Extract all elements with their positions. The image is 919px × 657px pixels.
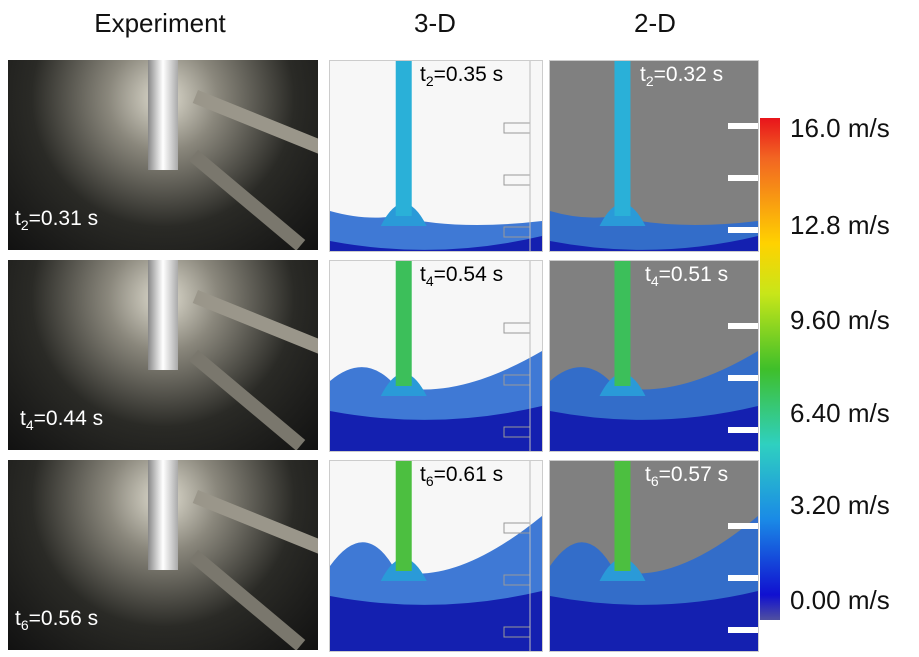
colorbar-label: 12.8 m/s: [790, 210, 890, 241]
rail: [193, 290, 318, 355]
colorbar-label: 16.0 m/s: [790, 113, 890, 144]
colorbar-label: 9.60 m/s: [790, 305, 890, 336]
time-label: t4=0.44 s: [20, 407, 103, 433]
time-subscript: 4: [651, 273, 659, 289]
rail: [189, 150, 305, 250]
colorbar-label: 6.40 m/s: [790, 398, 890, 429]
rail: [189, 550, 305, 650]
light-strip: [148, 260, 178, 370]
time-subscript: 4: [426, 273, 434, 289]
time-value: =0.44 s: [34, 407, 103, 430]
time-subscript: 6: [426, 473, 434, 489]
simulation-view: [330, 461, 542, 651]
rail: [193, 490, 318, 555]
simulation-view: [330, 261, 542, 451]
time-value: =0.35 s: [434, 63, 503, 86]
simulation-view: [550, 261, 758, 451]
rail: [193, 90, 318, 155]
column-header: Experiment: [40, 8, 280, 39]
simulation-view: [550, 61, 758, 251]
rail: [189, 350, 305, 450]
colorbar-label: 0.00 m/s: [790, 585, 890, 616]
time-label: t6=0.57 s: [645, 463, 728, 489]
time-label: t2=0.32 s: [640, 63, 723, 89]
colorbar: [760, 118, 780, 620]
time-value: =0.51 s: [659, 263, 728, 286]
column-header: 2-D: [555, 8, 755, 39]
time-value: =0.61 s: [434, 463, 503, 486]
time-label: t6=0.56 s: [15, 607, 98, 633]
time-label: t2=0.31 s: [15, 207, 98, 233]
time-value: =0.56 s: [29, 607, 98, 630]
time-subscript: 2: [646, 73, 654, 89]
time-subscript: 2: [426, 73, 434, 89]
simulation-view: [330, 61, 542, 251]
column-header: 3-D: [335, 8, 535, 39]
time-value: =0.57 s: [659, 463, 728, 486]
time-value: =0.31 s: [29, 207, 98, 230]
colorbar-label: 3.20 m/s: [790, 490, 890, 521]
time-label: t4=0.51 s: [645, 263, 728, 289]
time-label: t2=0.35 s: [420, 63, 503, 89]
time-value: =0.32 s: [654, 63, 723, 86]
time-subscript: 6: [21, 617, 29, 633]
simulation-view: [550, 461, 758, 651]
time-subscript: 6: [651, 473, 659, 489]
time-subscript: 2: [21, 217, 29, 233]
time-label: t4=0.54 s: [420, 263, 503, 289]
time-value: =0.54 s: [434, 263, 503, 286]
light-strip: [148, 460, 178, 570]
figure: Experiment 3-D 2-D t2=0.31 s t2=0.35 s t2=…: [0, 0, 919, 657]
light-strip: [148, 60, 178, 170]
time-label: t6=0.61 s: [420, 463, 503, 489]
time-subscript: 4: [26, 417, 34, 433]
